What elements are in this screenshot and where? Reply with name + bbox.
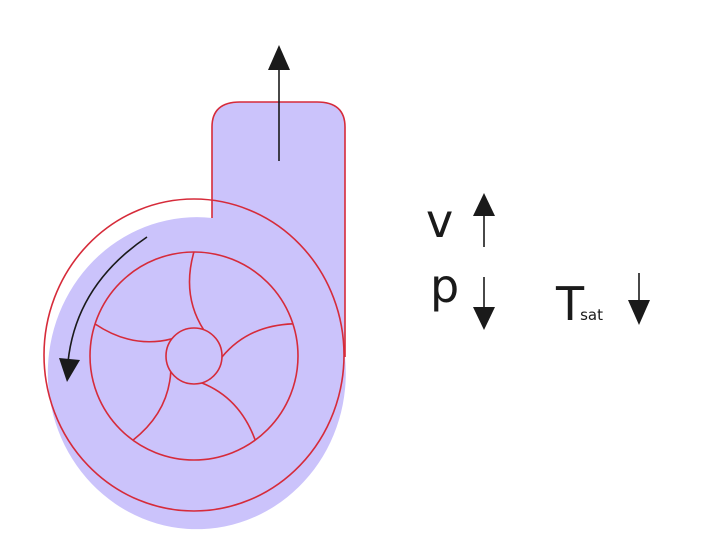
impeller-outer-ring xyxy=(89,251,299,461)
pressure-label: p xyxy=(430,259,459,313)
impeller-vane xyxy=(188,251,205,331)
saturation-temperature-subscript: sat xyxy=(580,306,603,324)
volute-flow-arrow-head xyxy=(59,358,80,382)
impeller xyxy=(89,251,299,461)
volute-outline xyxy=(43,198,345,512)
impeller-vane xyxy=(132,371,172,441)
saturation-temperature-down-arrow-head xyxy=(628,300,650,325)
velocity-indicator: v xyxy=(426,193,495,248)
velocity-up-arrow-head xyxy=(473,193,495,216)
impeller-vanes xyxy=(94,251,293,441)
volute-flow-arrow-shaft xyxy=(67,236,148,363)
pressure-indicator: p xyxy=(430,259,495,330)
discharge-flow-arrow xyxy=(268,45,290,161)
impeller-vane xyxy=(221,323,293,358)
impeller-hub xyxy=(165,327,223,385)
impeller-vane xyxy=(201,382,256,441)
velocity-label: v xyxy=(426,194,453,248)
pump-casing xyxy=(43,101,346,530)
saturation-temperature-label: Tsat xyxy=(555,277,603,331)
volute-flow-arrow xyxy=(59,236,148,382)
saturation-temperature-symbol: T xyxy=(555,277,585,331)
saturation-temperature-indicator: Tsat xyxy=(555,273,650,331)
pressure-down-arrow-head xyxy=(473,307,495,330)
discharge-flow-arrow-head xyxy=(268,45,290,70)
impeller-vane xyxy=(94,323,173,343)
